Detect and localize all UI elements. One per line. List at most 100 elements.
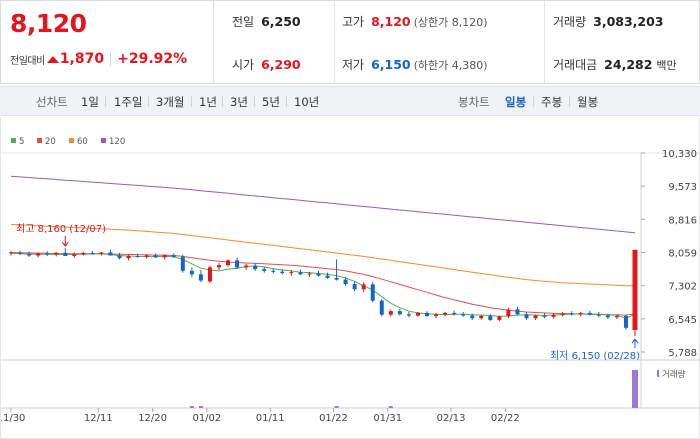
period-3y-button[interactable]: 3년: [230, 95, 248, 109]
candle-body: [298, 272, 303, 275]
y-axis: 10,330 9,573 8,816 8,059 7,302 6,545 5,788: [641, 149, 697, 359]
change-value: 1,870: [59, 51, 105, 67]
candle-body: [171, 255, 176, 257]
candle-body: [280, 271, 285, 274]
high-price: 고가 8,120 (상한가 8,120): [342, 13, 488, 30]
candle-body: [9, 252, 13, 254]
candle-body: [632, 249, 638, 331]
candle-body: [379, 300, 384, 315]
ma20-line: [10, 252, 636, 316]
period-1w-button[interactable]: 1주일: [114, 95, 143, 109]
volume-bar: [198, 406, 203, 408]
divider: [105, 96, 106, 107]
y-tick-label: 6,545: [668, 315, 697, 326]
stock-chart[interactable]: 5 20 60 120 10,330 9,573 8,816 8,059 7,302 6,545…: [0, 118, 700, 439]
volume-legend-swatch: [657, 370, 659, 377]
chart-toolbar: 선차트 1일 1주일 3개월 1년 3년 5년 10년 봉차트 일봉 주봉 월봉: [0, 86, 700, 116]
candle-body: [117, 255, 122, 259]
trade-amount-label: 거래대금: [553, 58, 598, 72]
period-5y-button[interactable]: 5년: [262, 95, 280, 109]
divider: [533, 96, 534, 107]
low-value: 6,150: [371, 57, 411, 72]
candle-body: [614, 315, 619, 318]
candle-body: [27, 253, 32, 256]
quote-panel: 8,120 전일대비 1,870 +29.92% 전일 6,250 시가 6,2…: [0, 0, 700, 84]
open-label: 시가: [232, 58, 255, 72]
candle-body: [262, 269, 267, 271]
open-price: 시가 6,290: [232, 56, 301, 73]
candle-body: [343, 279, 348, 285]
trade-amount-unit: 백만: [656, 59, 677, 72]
candle-body: [515, 309, 520, 315]
legend-swatch-20: [37, 138, 42, 143]
candle-weekly-button[interactable]: 주봉: [541, 95, 563, 109]
high-arrow-head: [61, 241, 69, 247]
low-annotation: 최저 6,150 (02/28): [550, 350, 640, 362]
y-tick-label: 5,788: [668, 348, 697, 359]
volume-label: 거래량: [662, 369, 686, 380]
x-tick-label: 01/11: [256, 413, 285, 424]
volume-bar: [632, 370, 638, 408]
y-tick-label: 7,302: [668, 282, 697, 293]
y-tick-label: 9,573: [668, 182, 697, 193]
period-1d-button[interactable]: 1일: [81, 95, 99, 109]
candle-body: [207, 267, 212, 282]
candle-body: [72, 254, 77, 256]
candle-body: [45, 253, 50, 255]
period-3m-button[interactable]: 3개월: [156, 95, 185, 109]
divider: [569, 96, 570, 107]
y-tick-label: 10,330: [662, 149, 697, 160]
candle-monthly-button[interactable]: 월봉: [577, 95, 599, 109]
period-1y-button[interactable]: 1년: [199, 95, 217, 109]
candle-body: [406, 314, 411, 316]
candle-body: [623, 315, 628, 328]
volume-value: 3,083,203: [593, 14, 664, 29]
volume-label: 거래량: [553, 15, 587, 29]
candle-body: [533, 315, 538, 319]
candle-body: [361, 284, 366, 290]
low-price: 저가 6,150 (하한가 4,380): [342, 56, 488, 73]
divider: [286, 96, 287, 107]
candle-body: [415, 312, 420, 316]
current-price: 8,120: [10, 9, 87, 38]
candle-body: [524, 314, 529, 319]
legend-swatch-60: [69, 138, 74, 143]
candle-body: [144, 255, 149, 257]
divider: [148, 96, 149, 107]
candle-body: [36, 253, 41, 256]
candle-body: [189, 270, 194, 275]
x-tick-label: 01/02: [192, 413, 221, 424]
candle-body: [198, 274, 203, 281]
candle-body: [99, 252, 104, 254]
legend-swatch-5: [11, 138, 16, 143]
y-tick-label: 8,816: [668, 215, 697, 226]
chart-legend: 5 20 60 120: [11, 137, 125, 147]
upper-limit: (상한가 8,120): [413, 16, 488, 29]
candle-body: [560, 313, 565, 315]
candle-body: [18, 252, 23, 254]
candle-daily-button[interactable]: 일봉: [505, 95, 527, 109]
candle-body: [316, 273, 321, 276]
candle-body: [244, 265, 249, 268]
candle-body: [289, 272, 294, 274]
candle-body: [162, 255, 167, 258]
open-value: 6,290: [261, 57, 301, 72]
candle-body: [551, 314, 556, 317]
trade-amount-value: 24,282: [604, 57, 653, 72]
prev-close-value: 6,250: [261, 14, 301, 29]
candle-body: [307, 273, 312, 275]
x-tick-label: 01/31: [373, 413, 402, 424]
chart-canvas: 5 20 60 120 10,330 9,573 8,816 8,059 7,302 6,545…: [0, 137, 700, 424]
period-10y-button[interactable]: 10년: [294, 95, 320, 109]
high-value: 8,120: [371, 14, 411, 29]
moving-average-lines: [10, 175, 636, 319]
candle-chart-label: 봉차트: [458, 95, 490, 109]
candle-body: [605, 315, 610, 318]
legend-swatch-120: [101, 138, 106, 143]
candle-body: [542, 315, 547, 317]
candle-body: [352, 284, 357, 290]
volume-bar: [334, 406, 339, 408]
y-tick-label: 8,059: [668, 249, 697, 260]
x-tick-label: 01/22: [319, 413, 348, 424]
low-label: 저가: [342, 58, 365, 72]
